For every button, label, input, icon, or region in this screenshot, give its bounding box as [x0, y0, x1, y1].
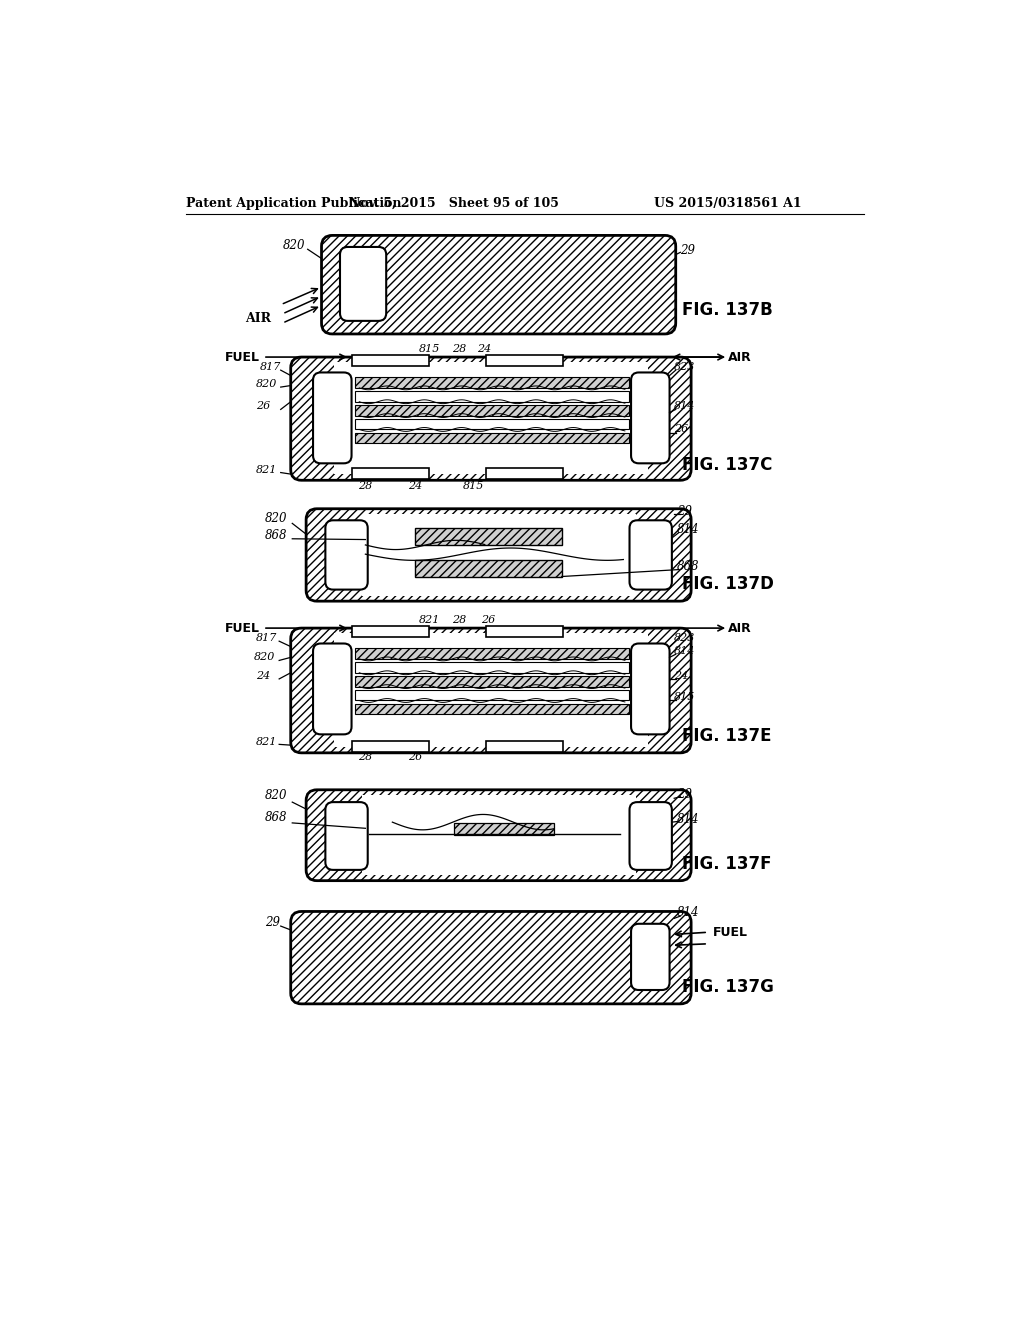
Bar — [486, 626, 563, 638]
Text: 29: 29 — [265, 916, 281, 929]
Bar — [486, 741, 563, 752]
Text: 28: 28 — [453, 615, 467, 626]
Text: 29: 29 — [677, 504, 692, 517]
Text: Patent Application Publication: Patent Application Publication — [186, 197, 401, 210]
Text: 815: 815 — [463, 480, 484, 491]
Text: 29: 29 — [680, 244, 695, 257]
Text: FUEL: FUEL — [713, 925, 748, 939]
Text: 24: 24 — [674, 671, 688, 681]
Text: FIG. 137F: FIG. 137F — [682, 855, 771, 873]
FancyBboxPatch shape — [313, 644, 351, 734]
Bar — [351, 626, 429, 638]
Bar — [454, 822, 554, 836]
Bar — [355, 689, 629, 701]
Bar — [355, 418, 629, 429]
FancyBboxPatch shape — [291, 628, 691, 752]
Text: 814: 814 — [677, 523, 699, 536]
Text: FUEL: FUEL — [225, 351, 260, 363]
Text: 814: 814 — [674, 647, 695, 656]
FancyBboxPatch shape — [313, 372, 351, 463]
Text: 823: 823 — [674, 634, 695, 643]
FancyBboxPatch shape — [322, 235, 676, 334]
Text: 26: 26 — [256, 401, 270, 412]
Bar — [416, 528, 562, 545]
Text: 29: 29 — [677, 788, 692, 801]
Text: 820: 820 — [283, 239, 305, 252]
FancyBboxPatch shape — [630, 803, 672, 870]
Text: 814: 814 — [674, 401, 695, 412]
Text: 28: 28 — [453, 345, 467, 354]
Bar — [486, 469, 563, 479]
Text: 868: 868 — [265, 529, 288, 543]
FancyBboxPatch shape — [291, 358, 691, 480]
Text: 868: 868 — [265, 810, 288, 824]
Bar — [351, 469, 429, 479]
Text: FIG. 137C: FIG. 137C — [682, 457, 772, 474]
Text: FIG. 137G: FIG. 137G — [682, 978, 774, 997]
FancyBboxPatch shape — [631, 924, 670, 990]
Bar — [355, 704, 629, 714]
Text: US 2015/0318561 A1: US 2015/0318561 A1 — [654, 197, 802, 210]
FancyBboxPatch shape — [291, 911, 691, 1003]
FancyBboxPatch shape — [306, 789, 691, 880]
Text: 817: 817 — [260, 362, 282, 372]
Bar — [351, 741, 429, 752]
Text: AIR: AIR — [728, 622, 752, 635]
Bar — [355, 676, 629, 686]
Text: 26: 26 — [408, 752, 422, 763]
FancyBboxPatch shape — [631, 644, 670, 734]
FancyBboxPatch shape — [306, 508, 691, 601]
Text: 823: 823 — [674, 362, 695, 372]
Text: 26: 26 — [674, 425, 688, 434]
Bar — [355, 663, 629, 673]
Bar — [355, 648, 629, 659]
Bar — [334, 634, 648, 747]
Text: 24: 24 — [256, 671, 270, 681]
FancyBboxPatch shape — [326, 520, 368, 590]
Text: Nov. 5, 2015   Sheet 95 of 105: Nov. 5, 2015 Sheet 95 of 105 — [349, 197, 559, 210]
FancyBboxPatch shape — [630, 520, 672, 590]
Text: 24: 24 — [477, 345, 492, 354]
Text: AIR: AIR — [245, 312, 270, 325]
Text: 820: 820 — [256, 379, 278, 389]
Text: 868: 868 — [677, 560, 699, 573]
Text: 815: 815 — [674, 693, 695, 702]
Text: FUEL: FUEL — [225, 622, 260, 635]
Text: FIG. 137E: FIG. 137E — [682, 727, 771, 744]
Bar — [355, 378, 629, 388]
Bar — [361, 795, 636, 875]
Text: 815: 815 — [419, 345, 440, 354]
Text: 817: 817 — [256, 634, 278, 643]
Bar — [351, 355, 429, 366]
Text: 26: 26 — [481, 615, 496, 626]
Text: AIR: AIR — [728, 351, 752, 363]
FancyBboxPatch shape — [631, 372, 670, 463]
Text: 24: 24 — [408, 480, 422, 491]
Bar — [334, 363, 648, 474]
Bar — [355, 391, 629, 401]
Text: FIG. 137D: FIG. 137D — [682, 576, 774, 594]
Bar — [355, 405, 629, 416]
Text: 28: 28 — [357, 480, 372, 491]
Bar — [355, 433, 629, 444]
Text: 821: 821 — [256, 465, 278, 475]
Bar — [486, 355, 563, 366]
FancyBboxPatch shape — [340, 247, 386, 321]
FancyBboxPatch shape — [326, 803, 368, 870]
Text: 814: 814 — [677, 813, 699, 825]
Bar — [361, 515, 636, 595]
Text: 28: 28 — [357, 752, 372, 763]
Text: 814: 814 — [677, 907, 699, 920]
Text: FIG. 137B: FIG. 137B — [682, 301, 773, 318]
Text: 820: 820 — [265, 789, 288, 803]
Text: 821: 821 — [256, 737, 278, 747]
Text: 820: 820 — [254, 652, 275, 663]
Text: 821: 821 — [419, 615, 440, 626]
Text: 820: 820 — [265, 512, 288, 525]
Bar — [416, 560, 562, 577]
